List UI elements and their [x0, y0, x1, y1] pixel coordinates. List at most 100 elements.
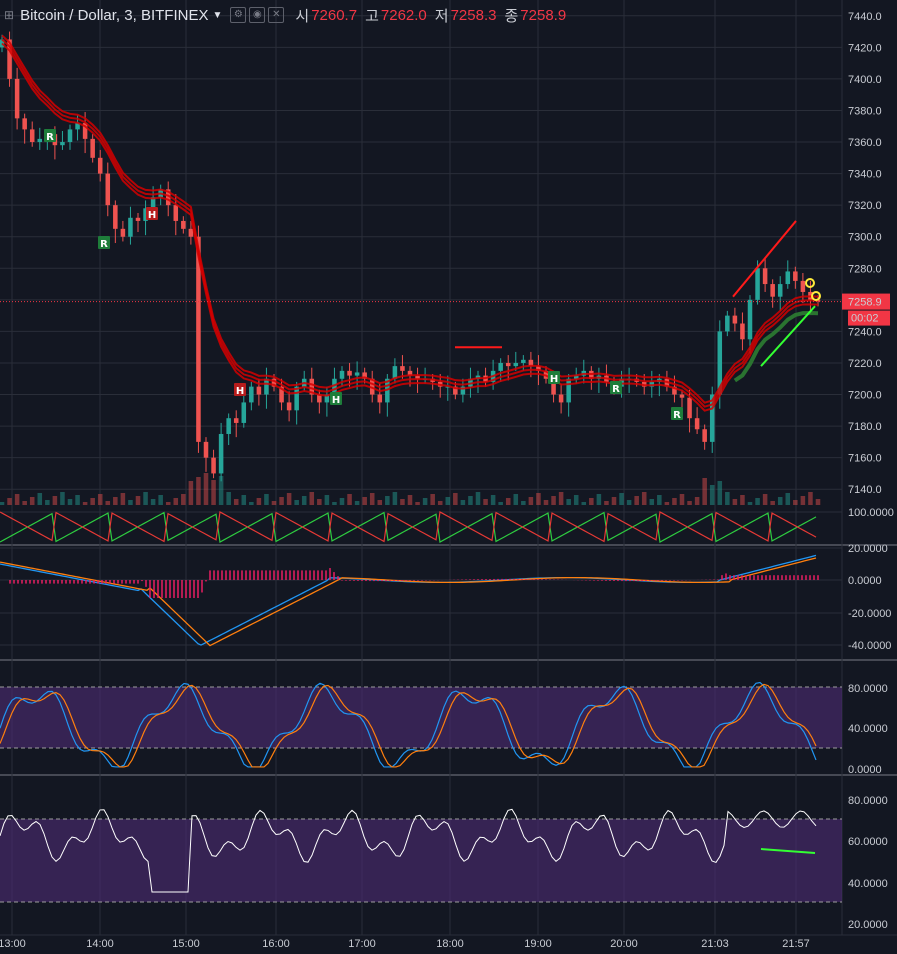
signal-marker-box [234, 383, 246, 396]
candle-body [67, 129, 73, 143]
volume-bar [551, 496, 556, 505]
candle-body [196, 236, 201, 442]
volume-bar [120, 493, 126, 505]
candle-body [513, 362, 519, 367]
candle-body [14, 78, 20, 119]
volume-bar [725, 492, 730, 505]
countdown-label: 00:02 [851, 313, 879, 325]
price-tick-label: 7240.0 [848, 326, 882, 338]
time-tick-label: 21:03 [701, 938, 729, 950]
candle-body [392, 366, 398, 379]
volume-bar [808, 492, 813, 505]
volume-bar [770, 501, 775, 505]
symbol-header: ⊞ Bitcoin / Dollar, 3, BITFINEX ▼ ⚙ ◉ ✕ … [0, 0, 566, 30]
volume-bar [362, 497, 367, 505]
volume-bar [596, 494, 602, 505]
open-value: 7260.7 [311, 6, 358, 24]
low-value: 7258.3 [450, 6, 497, 24]
candle-body [279, 386, 284, 403]
volume-bar [188, 481, 194, 505]
candle-body [37, 138, 43, 143]
volume-bar [271, 501, 277, 505]
volume-bar [317, 499, 322, 505]
signal-marker-label: R [673, 410, 681, 421]
ma-ribbon-line [1, 34, 819, 404]
candle-body [755, 268, 760, 300]
candle-body [249, 386, 254, 403]
price-tick-label: 7420.0 [848, 42, 882, 54]
volume-bar [437, 501, 443, 505]
candle-body [105, 173, 111, 206]
volume-bar [498, 502, 503, 505]
candle-body [558, 394, 564, 403]
volume-bar [203, 473, 209, 505]
volume-bar [490, 495, 496, 505]
volume-bar [483, 499, 488, 505]
time-tick-label: 13:00 [0, 938, 26, 950]
volume-bar [369, 493, 375, 505]
candle-body [687, 397, 692, 419]
volume-bar [105, 501, 111, 505]
candle-body [22, 118, 27, 130]
stoch-k-line [0, 681, 817, 768]
volume-bar [256, 498, 262, 505]
candle-body [709, 394, 715, 442]
candle-body [90, 138, 95, 158]
signal-marker-label: R [100, 239, 108, 250]
stoch-band [0, 687, 842, 748]
volume-bar [60, 492, 65, 505]
volume-bar [301, 496, 307, 505]
stoch-tick-label: 40.0000 [848, 723, 888, 735]
rsi-tick-label: 60.0000 [848, 836, 888, 848]
volume-bar [173, 498, 179, 505]
candle-body [498, 362, 503, 371]
volume-bar [279, 497, 284, 505]
volume-bar [97, 494, 103, 505]
candle-body [82, 123, 88, 139]
time-tick-label: 19:00 [524, 938, 552, 950]
rsi-tick-label: 20.0000 [848, 919, 888, 931]
candle-body [815, 299, 821, 302]
volume-bar [815, 499, 821, 505]
volume-bar [286, 493, 292, 505]
signal-marker: H [234, 383, 246, 397]
close-icon[interactable]: ✕ [268, 7, 285, 23]
hide-icon[interactable]: ◉ [249, 7, 266, 23]
volume-bar [672, 498, 677, 505]
volume-bar [324, 495, 330, 505]
expand-icon[interactable]: ⊞ [4, 8, 15, 22]
signal-marker: H [146, 207, 158, 221]
settings-icon[interactable]: ⚙ [230, 7, 247, 23]
price-tick-label: 7180.0 [848, 421, 882, 433]
candle-body [218, 433, 224, 474]
time-tick-label: 18:00 [436, 938, 464, 950]
volume-bar [309, 492, 315, 505]
candle-body [445, 386, 451, 388]
time-tick-label: 21:57 [782, 938, 810, 950]
volume-bar [45, 500, 50, 505]
volume-bar [385, 496, 390, 505]
volume-bar [113, 497, 118, 505]
candle-body [672, 386, 677, 395]
signal-marker-box [330, 392, 342, 405]
chevron-down-icon[interactable]: ▼ [212, 9, 223, 21]
candle-body [717, 331, 723, 395]
macd-tick-label: 0.0000 [848, 575, 882, 587]
stochrsi-tick-label: 100.0000 [848, 507, 894, 519]
volume-bar [430, 494, 435, 505]
volume-bar [422, 498, 428, 505]
candle-body [362, 372, 367, 379]
candle-body [777, 284, 783, 297]
volume-bar [777, 497, 783, 505]
volume-bar [67, 499, 73, 505]
stoch-d-line [0, 683, 817, 768]
signal-marker: R [610, 381, 622, 395]
volume-bar [475, 492, 481, 505]
symbol-title[interactable]: Bitcoin / Dollar, 3, BITFINEX [20, 6, 209, 24]
last-price-tag [842, 293, 890, 310]
candle-body [128, 217, 133, 237]
volume-bar [332, 502, 337, 505]
volume-bar [536, 493, 541, 505]
candle-body [415, 375, 420, 379]
